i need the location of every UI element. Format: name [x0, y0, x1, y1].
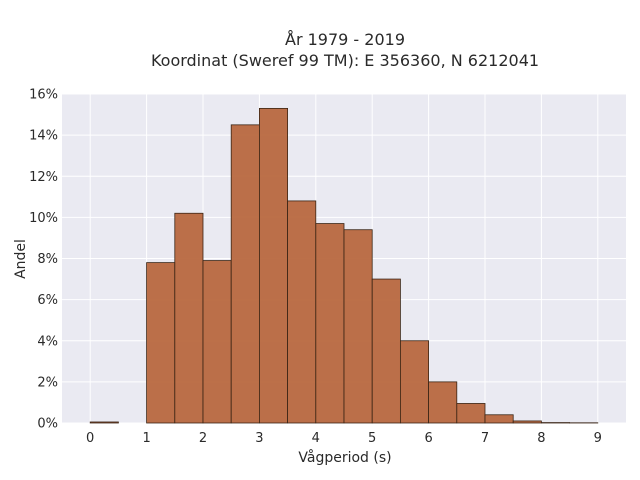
histogram-bar [399, 340, 429, 424]
histogram-bar [202, 260, 232, 424]
histogram-bar [343, 229, 373, 424]
chart-title-line1: År 1979 - 2019 [285, 30, 405, 49]
bars [89, 107, 599, 424]
y-tick-label: 8% [37, 252, 58, 267]
histogram-bar [174, 212, 204, 424]
histogram-bar [230, 124, 260, 424]
y-tick-label: 2% [37, 375, 58, 390]
histogram-bar [258, 107, 288, 424]
y-tick-label: 12% [29, 170, 58, 185]
chart-title-line2: Koordinat (Sweref 99 TM): E 356360, N 62… [151, 51, 539, 70]
x-tick-label: 9 [594, 431, 602, 446]
x-ticks: 0 1 2 3 4 5 6 7 8 9 [86, 431, 602, 446]
x-tick-label: 4 [312, 431, 320, 446]
x-axis-label: Vågperiod (s) [298, 449, 391, 466]
y-tick-label: 10% [29, 211, 58, 226]
x-tick-label: 3 [255, 431, 263, 446]
histogram-bar [371, 278, 401, 424]
histogram-bar [484, 414, 514, 424]
y-tick-label: 0% [37, 417, 58, 432]
histogram-bar [287, 200, 317, 424]
y-tick-label: 4% [37, 334, 58, 349]
histogram-bar [512, 420, 542, 424]
y-tick-label: 16% [29, 88, 58, 103]
histogram-bar [146, 262, 176, 424]
histogram-bar [428, 381, 458, 424]
histogram-bar [89, 421, 119, 424]
x-tick-label: 6 [424, 431, 432, 446]
histogram-bar [456, 403, 486, 424]
y-axis-label: Andel [13, 239, 29, 279]
x-tick-label: 2 [199, 431, 207, 446]
y-ticks: 0% 2% 4% 6% 8% 10% 12% 14% 16% [29, 88, 58, 432]
x-tick-label: 5 [368, 431, 376, 446]
x-tick-label: 0 [86, 431, 94, 446]
x-tick-label: 7 [481, 431, 489, 446]
y-tick-label: 14% [29, 129, 58, 144]
histogram-bar [315, 223, 345, 424]
y-tick-label: 6% [37, 293, 58, 308]
x-tick-label: 1 [142, 431, 150, 446]
x-tick-label: 8 [537, 431, 545, 446]
